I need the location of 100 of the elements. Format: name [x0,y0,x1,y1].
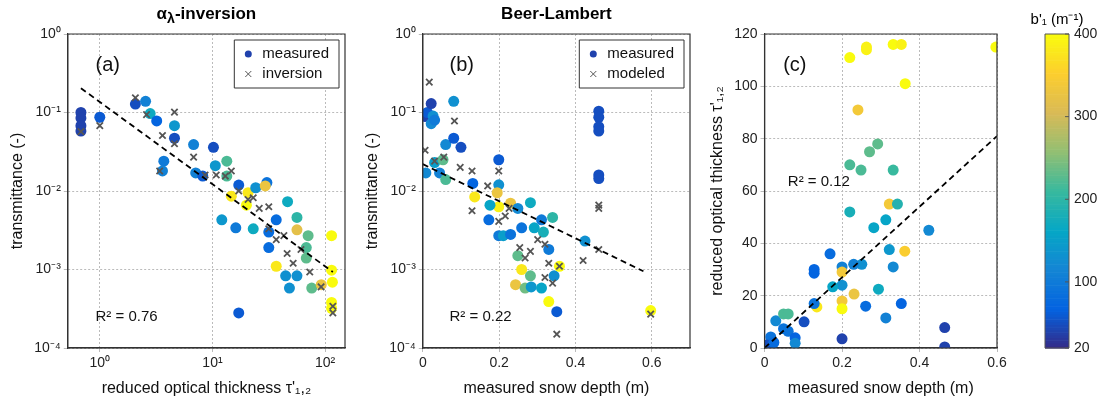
point [848,258,860,270]
point [594,201,603,210]
point [448,132,460,144]
y-tick-label: 120 [734,24,758,41]
point [501,211,510,221]
x-tick-label: 0.2 [489,354,510,371]
x-tick-label: 10⁰ [89,354,111,371]
point [515,243,524,252]
point [789,337,801,348]
y-tick-label: 10⁰ [395,24,416,41]
legend-label: modeled [607,64,665,82]
annotation: R² = 0.22 [449,306,512,324]
point [770,315,782,327]
point [483,181,492,191]
x-tick-label: 0.6 [642,354,662,371]
y-tick-label: 10⁻² [390,181,417,198]
point [450,116,459,126]
point [524,197,536,209]
color-bar-label: 100 [1074,272,1098,289]
point [483,214,495,226]
point [887,164,899,176]
point [880,312,892,324]
point [494,166,503,176]
point [848,288,860,300]
point [516,264,528,275]
point [547,211,559,223]
point [540,240,550,249]
x-tick-label: 0 [760,354,769,371]
color-bar-label: 200 [1074,190,1098,207]
color-bar-label: 300 [1074,107,1098,124]
point [494,217,503,226]
annotation: R² = 0.12 [787,171,850,189]
point [512,250,524,262]
point [836,303,848,315]
annotation: (c) [783,52,807,75]
y-tick-label: 10⁻² [35,181,62,198]
point [594,204,603,213]
point [543,296,555,308]
y-axis-title: transmittance (-) [8,132,26,250]
point [855,164,867,176]
point [891,198,903,210]
point [844,159,856,171]
y-tick-label: 0 [749,338,758,355]
point [491,187,503,199]
point [439,153,448,162]
point [552,330,561,339]
point [493,154,505,166]
point [422,167,432,179]
color-bar-title: b'₁ (m⁻¹) [1030,9,1084,28]
point [646,310,655,319]
y-tick-label: 10⁻³ [390,260,417,277]
legend-label: inversion [262,64,323,82]
chart-title: Beer-Lambert [501,4,612,24]
point [484,199,496,211]
y-tick-label: 10⁻⁴ [389,338,416,355]
point [872,138,884,150]
y-tick-label: 80 [741,129,758,146]
point [548,279,557,288]
x-axis-title: measured snow depth (m) [463,378,650,396]
y-tick-label: 10⁻⁴ [34,338,61,355]
point [579,256,588,265]
point [548,270,560,282]
x-tick-label: 10² [315,354,336,371]
point [923,224,935,236]
point [852,104,864,116]
point [544,259,553,268]
point [467,206,477,215]
point [528,222,540,234]
point [537,226,549,238]
point [533,235,542,244]
point [899,245,911,257]
annotation: (b) [449,52,474,75]
point [504,204,514,213]
point [836,333,848,345]
point [844,52,856,64]
annotation: R² = 0.76 [95,306,158,324]
point [540,273,550,282]
y-tick-label: 10⁻¹ [35,103,62,120]
point [440,139,452,151]
y-tick-label: 10⁻³ [35,260,62,277]
legend-label: measured [607,44,674,62]
point [895,38,907,50]
point [455,141,467,153]
point [895,298,907,310]
point [899,78,911,90]
point [887,261,899,273]
point [448,95,460,107]
color-bar-label: 20 [1074,338,1090,355]
point [551,306,563,318]
point [510,279,522,291]
point [864,146,876,158]
point [425,98,437,110]
point [467,166,477,176]
point [425,78,434,87]
point [429,114,441,126]
y-axis-title: transmittance (-) [363,132,381,250]
point [868,222,880,234]
point [860,300,872,312]
x-tick-label: 0.6 [987,354,1007,371]
point [526,247,535,256]
